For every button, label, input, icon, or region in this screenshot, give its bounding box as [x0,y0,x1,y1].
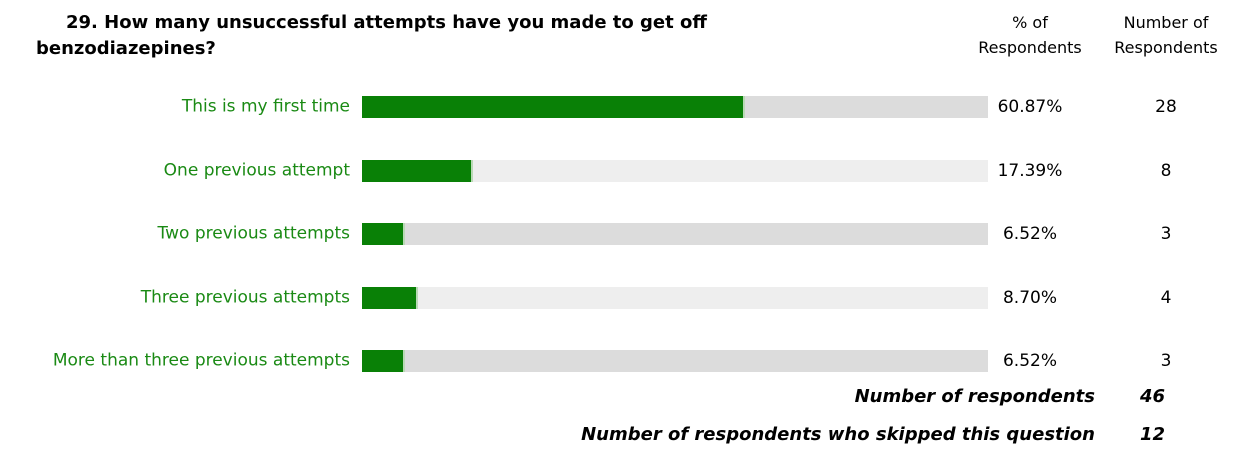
bar-track [362,96,988,118]
bar-percent-label: 17.39% [997,160,1063,181]
bar-category-label: More than three previous attempts [52,350,350,371]
bar-row: Two previous attempts 6.52% 3 [0,209,1235,259]
bar-count-label: 28 [1155,97,1177,117]
count-column-header: Number of Respondents [1114,13,1218,57]
pct-column-header: % of Respondents [978,13,1082,57]
bar-count-label: 4 [1160,287,1172,308]
bar-row: One previous attempt 17.39% 8 [0,146,1235,196]
bar-count-label: 3 [1160,351,1172,371]
question-title: 29. How many unsuccessful attempts have … [36,12,707,59]
bar-track [362,159,988,182]
bar-count-label: 8 [1160,160,1172,181]
bar-track [362,223,988,245]
bar-fill [362,286,418,309]
summary-respondents-value: 46 [1140,386,1166,407]
bar-category-label: Two previous attempts [157,223,350,244]
bar-category-label: Three previous attempts [140,287,350,307]
bar-percent-label: 6.52% [1002,224,1057,244]
bar-percent-label: 60.87% [997,97,1063,117]
summary-skipped-label: Number of respondents who skipped this q… [581,424,1095,445]
bar-track [362,350,988,372]
bar-row: Three previous attempts 8.70% 4 [0,273,1235,323]
summary-respondents-label: Number of respondents [854,386,1095,407]
bar-percent-label: 8.70% [1002,287,1057,308]
summary-respondents: Number of respondents 46 [0,386,1235,412]
summary-skipped-value: 12 [1140,424,1166,445]
bar-percent-label: 6.52% [1002,351,1057,371]
bar-fill [362,159,473,182]
bar-remainder [471,159,988,182]
bar-category-label: This is my first time [181,96,350,117]
bar-remainder [743,96,988,118]
bar-fill [362,223,405,245]
bar-remainder [403,350,988,372]
summary-skipped: Number of respondents who skipped this q… [0,424,1235,450]
bar-track [362,286,988,309]
bar-row: More than three previous attempts 6.52% 3 [0,336,1235,386]
bar-fill [362,96,745,118]
bar-fill [362,350,405,372]
bar-remainder [416,286,988,309]
bar-row: This is my first time 60.87% 28 [0,82,1235,132]
bar-count-label: 3 [1160,224,1172,244]
bar-remainder [403,223,988,245]
bar-category-label: One previous attempt [163,160,350,180]
